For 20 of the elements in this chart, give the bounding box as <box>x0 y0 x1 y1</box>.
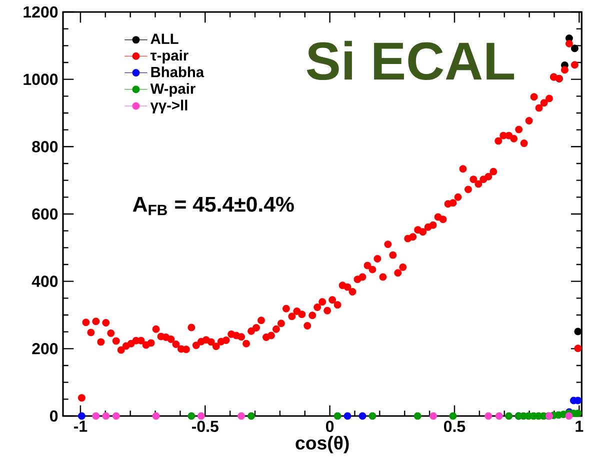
y-tick-label: 1200 <box>24 6 58 18</box>
y-tick-label: 1000 <box>24 74 58 85</box>
y-tick-label: 600 <box>32 208 58 220</box>
x-tick-label: -0.5 <box>192 420 218 432</box>
legend-label: W-pair <box>150 83 196 97</box>
x-tick-label: 0 <box>326 420 334 432</box>
annotation: A$_{FB}$ = 45.4±0.4% <box>132 196 294 216</box>
x-tick-label: 0.5 <box>444 420 466 432</box>
y-tick-label: 0 <box>50 410 58 422</box>
y-tick-label: 400 <box>32 276 58 287</box>
y-tick-label: 800 <box>32 141 58 152</box>
legend-label: Bhabha <box>151 66 204 78</box>
legend-label: ALL <box>150 34 178 44</box>
y-tick-label: 200 <box>32 343 58 354</box>
x-tick-label: -1 <box>74 420 88 432</box>
x-tick-label: 1 <box>576 420 584 432</box>
x-axis-title: cos(θ) <box>296 436 349 454</box>
annotation: Si ECAL <box>306 40 514 80</box>
legend-label: τ-pair <box>150 50 188 64</box>
legend-label: γγ->ll <box>150 100 188 114</box>
